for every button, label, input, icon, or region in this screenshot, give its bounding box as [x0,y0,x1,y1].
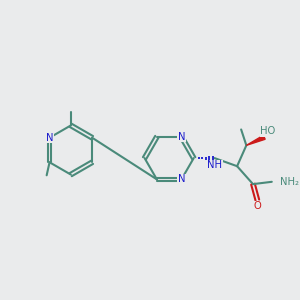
Text: O: O [254,201,261,212]
Text: NH: NH [207,160,222,170]
Text: N: N [178,174,185,184]
Text: N: N [178,132,185,142]
Text: HO: HO [260,126,275,136]
Text: N: N [46,133,53,143]
Text: NH₂: NH₂ [280,177,299,187]
Polygon shape [246,135,265,146]
